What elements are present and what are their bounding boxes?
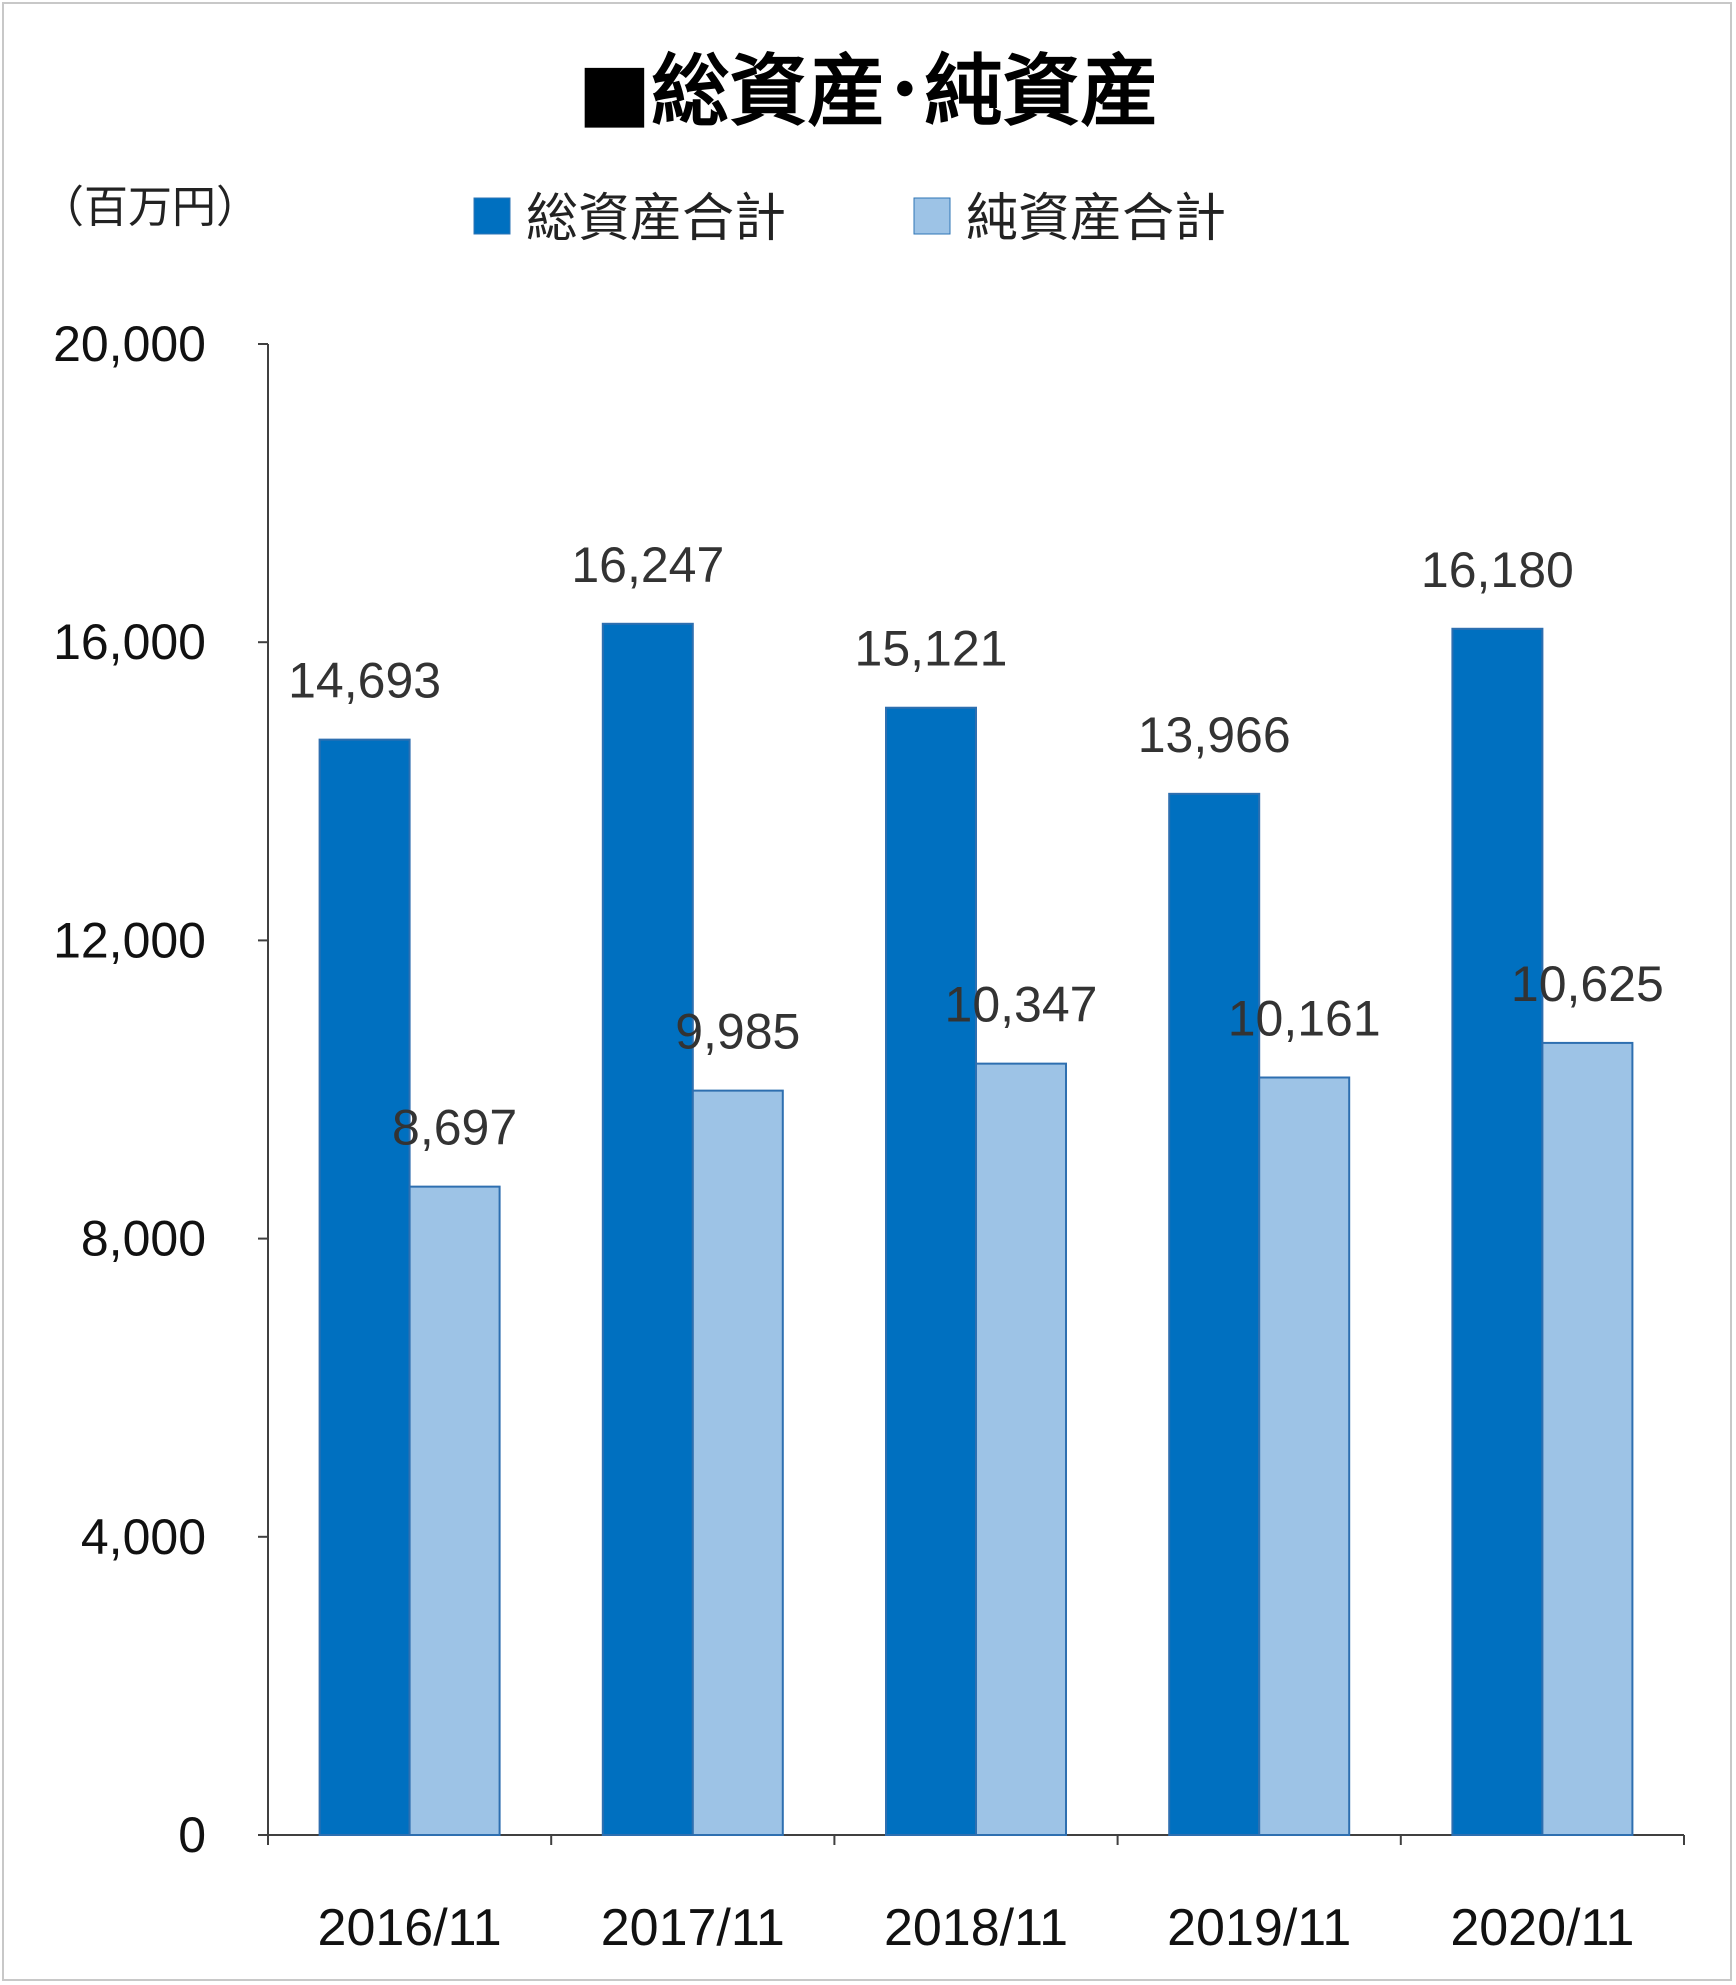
- axes: 0 4,000 8,000 12,000 16,000 20,000 2016/11 2017…: [53, 316, 1685, 1957]
- data-label-total-assets: 14,693: [288, 653, 441, 709]
- y-tick-label: 12,000: [53, 912, 206, 968]
- bar-total-assets: [885, 706, 977, 1836]
- legend-swatch-net-assets: [913, 197, 951, 235]
- data-label-net-assets: 10,625: [1511, 956, 1664, 1012]
- x-tick-label: 2019/11: [1167, 1899, 1351, 1957]
- data-label-total-assets: 16,180: [1421, 542, 1574, 598]
- x-tick-label: 2018/11: [884, 1899, 1068, 1957]
- y-tick-label: 4,000: [81, 1509, 206, 1565]
- bar-total-assets: [1451, 627, 1544, 1836]
- unit-label: （百万円）: [40, 182, 260, 233]
- bar-net-assets: [691, 1089, 784, 1837]
- data-label-total-assets: 15,121: [855, 621, 1008, 677]
- legend-label-net-assets: 純資産合計: [966, 189, 1226, 249]
- bar-total-assets: [601, 622, 694, 1836]
- bar-net-assets: [1258, 1076, 1351, 1836]
- y-tick-label: 8,000: [81, 1211, 206, 1267]
- legend-swatch-total-assets: [473, 197, 511, 235]
- data-label-total-assets: 13,966: [1138, 707, 1291, 763]
- bar-net-assets: [975, 1062, 1067, 1836]
- bars: [318, 622, 1634, 1837]
- legend-label-total-assets: 総資産合計: [526, 189, 786, 249]
- y-tick-label: 16,000: [53, 614, 206, 670]
- data-label-net-assets: 10,161: [1228, 990, 1381, 1046]
- bar-net-assets: [1541, 1041, 1634, 1836]
- data-label-net-assets: 9,985: [675, 1004, 800, 1060]
- x-tick-label: 2017/11: [601, 1899, 785, 1957]
- x-tick-label: 2016/11: [318, 1899, 502, 1957]
- x-tick-label: 2020/11: [1450, 1899, 1634, 1957]
- data-labels: 14,693 16,247 15,121 13,966 16,180 8,697 9,985…: [288, 537, 1664, 1156]
- bar-total-assets: [1168, 792, 1261, 1836]
- chart-title: ■総資産･純資産: [578, 47, 1159, 137]
- y-tick-label: 20,000: [53, 316, 206, 372]
- y-tick-label: 0: [178, 1807, 206, 1863]
- bar-total-assets: [318, 738, 411, 1836]
- data-label-total-assets: 16,247: [571, 537, 724, 593]
- legend: 総資産合計 純資産合計: [473, 189, 1226, 249]
- bar-net-assets: [408, 1185, 501, 1836]
- data-label-net-assets: 10,347: [945, 977, 1098, 1033]
- data-label-net-assets: 8,697: [392, 1100, 517, 1156]
